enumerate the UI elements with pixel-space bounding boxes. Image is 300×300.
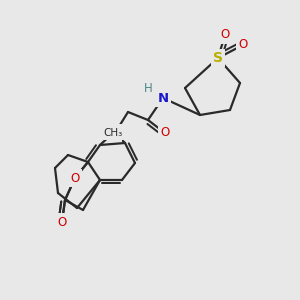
Text: S: S xyxy=(213,51,223,65)
Text: O: O xyxy=(160,127,169,140)
Text: O: O xyxy=(220,28,230,41)
Text: O: O xyxy=(70,172,80,184)
Text: CH₃: CH₃ xyxy=(103,128,123,138)
Text: O: O xyxy=(110,127,120,140)
Text: H: H xyxy=(144,82,152,94)
Text: N: N xyxy=(158,92,169,104)
Text: O: O xyxy=(238,38,247,52)
Text: O: O xyxy=(57,215,67,229)
